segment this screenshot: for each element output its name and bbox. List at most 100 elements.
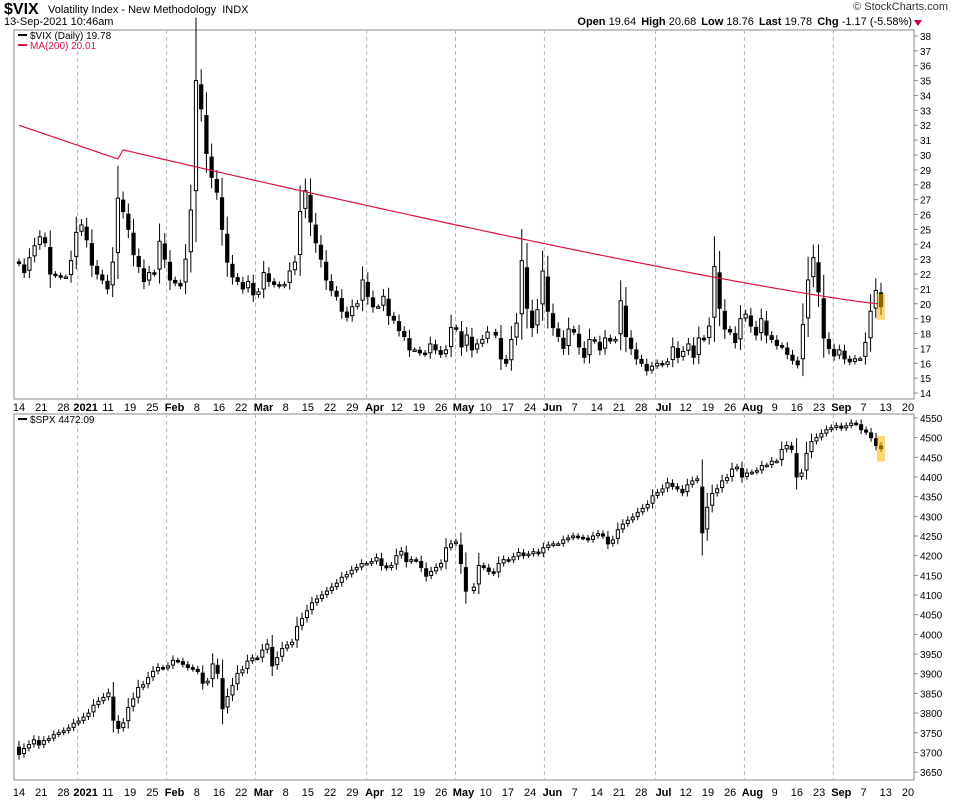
candle-body bbox=[225, 696, 230, 708]
candle-body bbox=[16, 746, 22, 755]
candle-body bbox=[74, 231, 79, 257]
last-value: 19.78 bbox=[784, 16, 813, 28]
candle-body bbox=[344, 311, 350, 318]
candle-body bbox=[285, 644, 290, 649]
candle-body bbox=[136, 255, 141, 268]
candle-body bbox=[386, 298, 391, 317]
candle-body bbox=[89, 243, 94, 266]
candle-body bbox=[21, 748, 27, 755]
candle-body bbox=[493, 331, 498, 336]
candle-body bbox=[829, 427, 834, 430]
candle-body bbox=[686, 343, 691, 351]
candle-body bbox=[733, 333, 738, 343]
candle-body bbox=[690, 480, 695, 485]
candle-body bbox=[324, 261, 329, 281]
candle-body bbox=[524, 267, 530, 309]
candle-body bbox=[696, 337, 701, 355]
candle-body bbox=[630, 516, 635, 521]
candle-body bbox=[422, 352, 428, 356]
y-tick-label: 21 bbox=[920, 285, 932, 296]
y-tick-label: 3750 bbox=[920, 729, 943, 740]
y-tick-label: 37 bbox=[920, 47, 932, 58]
y-tick-label: 4300 bbox=[920, 512, 943, 523]
x-tick-label: 21 bbox=[35, 787, 47, 799]
candle-body bbox=[350, 306, 355, 317]
y-tick-label: 38 bbox=[920, 32, 932, 43]
x-tick-label: 26 bbox=[435, 787, 447, 799]
x-tick-label: 25 bbox=[146, 402, 158, 414]
candle-body bbox=[597, 341, 602, 351]
candle-body bbox=[576, 535, 581, 539]
candle-body bbox=[200, 672, 205, 684]
candle-body bbox=[592, 339, 597, 342]
candle-body bbox=[471, 586, 476, 592]
candle-body bbox=[610, 539, 615, 544]
candle-body bbox=[265, 643, 270, 650]
y-tick-label: 3800 bbox=[920, 709, 943, 720]
candle-body bbox=[319, 594, 324, 599]
y-tick-label: 4400 bbox=[920, 473, 943, 484]
candle-body bbox=[26, 744, 31, 749]
candle-body bbox=[521, 552, 526, 557]
x-tick-label: 8 bbox=[194, 402, 200, 414]
candle-body bbox=[691, 345, 696, 358]
candle-body bbox=[504, 358, 509, 364]
candle-body bbox=[454, 327, 459, 330]
open-label: Open bbox=[577, 16, 606, 28]
x-tick-label: 28 bbox=[57, 402, 69, 414]
candle-body bbox=[516, 552, 521, 557]
x-tick-label: 19 bbox=[413, 787, 425, 799]
candle-body bbox=[738, 318, 743, 340]
x-tick-label: 14 bbox=[13, 787, 25, 799]
candle-body bbox=[623, 305, 629, 338]
x-tick-label: Jun bbox=[543, 787, 563, 799]
candle-body bbox=[298, 211, 303, 256]
candle-body bbox=[794, 453, 799, 478]
y-tick-label: 16 bbox=[920, 359, 932, 370]
x-tick-label: 22 bbox=[235, 787, 247, 799]
candle-body bbox=[195, 668, 200, 672]
candle-body bbox=[556, 328, 561, 338]
x-tick-label: Sep bbox=[831, 402, 851, 414]
candle-body bbox=[821, 298, 826, 339]
candle-body bbox=[384, 565, 389, 569]
candle-body bbox=[448, 543, 454, 548]
candle-body bbox=[68, 260, 74, 276]
candle-body bbox=[58, 275, 63, 278]
candle-body bbox=[160, 667, 166, 670]
ma200-line bbox=[18, 124, 879, 305]
candle-body bbox=[481, 565, 486, 568]
x-tick-label: 7 bbox=[860, 787, 866, 799]
x-tick-label: 28 bbox=[635, 402, 647, 414]
last-price-highlight bbox=[877, 293, 885, 320]
candle-body bbox=[670, 346, 675, 361]
candle-body bbox=[799, 472, 804, 477]
candle-body bbox=[162, 243, 167, 260]
candle-body bbox=[730, 468, 735, 477]
candle-body bbox=[806, 279, 811, 319]
candle-body bbox=[701, 337, 707, 341]
y-tick-label: 31 bbox=[920, 136, 932, 147]
x-tick-label: 24 bbox=[524, 402, 536, 414]
candle-body bbox=[349, 569, 354, 575]
candle-body bbox=[582, 347, 587, 358]
x-tick-label: 2021 bbox=[73, 787, 97, 799]
candle-body bbox=[764, 320, 769, 336]
x-tick-label: 17 bbox=[502, 402, 514, 414]
x-tick-label: 8 bbox=[283, 402, 289, 414]
candle-body bbox=[219, 197, 225, 230]
candle-body bbox=[81, 716, 86, 721]
candle-body bbox=[675, 347, 681, 358]
candle-body bbox=[136, 687, 141, 698]
y-tick-label: 4100 bbox=[920, 591, 943, 602]
candle-body bbox=[519, 260, 524, 315]
y-tick-label: 36 bbox=[920, 62, 932, 73]
candle-body bbox=[365, 281, 370, 297]
candle-body bbox=[91, 704, 96, 713]
candle-body bbox=[710, 492, 715, 506]
x-tick-label: Mar bbox=[254, 402, 274, 414]
candle-body bbox=[635, 511, 640, 517]
x-tick-label: 20 bbox=[902, 402, 914, 414]
candle-body bbox=[526, 553, 531, 557]
candle-body bbox=[873, 289, 878, 309]
